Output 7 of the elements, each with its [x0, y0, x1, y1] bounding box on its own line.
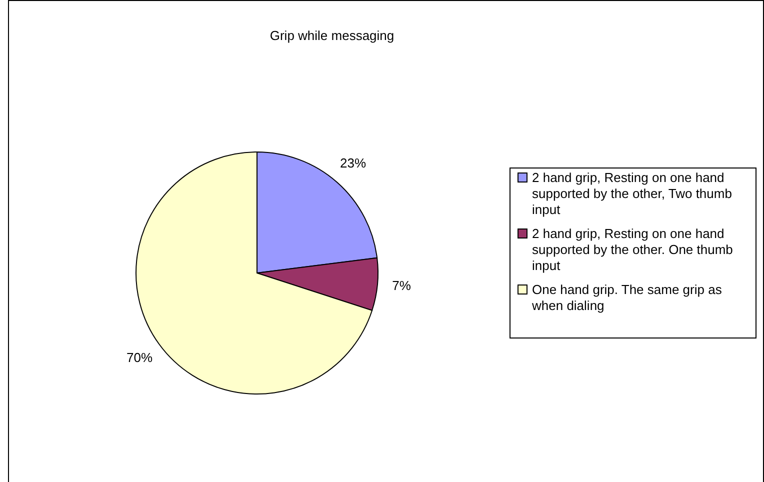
legend-label: 2 hand grip, Resting on one hand supported by the other. One thumb input [532, 226, 733, 273]
data-label: 23% [340, 156, 366, 171]
data-label: 7% [392, 278, 412, 294]
chart-title: Grip while messaging [270, 28, 394, 43]
legend-label: One hand grip. The same grip as when dialing [531, 282, 722, 313]
legend-label: 2 hand grip, Resting on one hand supported by the other, Two thumb input [532, 170, 732, 217]
data-label: 70% [126, 350, 153, 365]
